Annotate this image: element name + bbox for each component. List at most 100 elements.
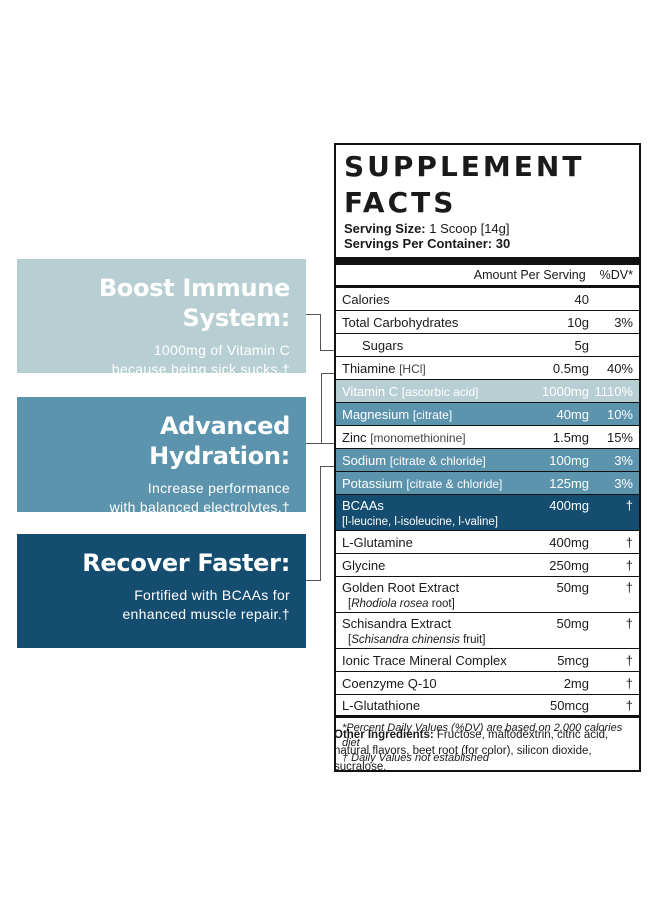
row-dv: † (625, 652, 633, 668)
row-name: Glycine (342, 557, 386, 573)
callout-title: Advanced Hydration: (149, 412, 290, 470)
row-name-text: Magnesium (342, 406, 410, 422)
serving-size: Serving Size: 1 Scoop [14g] (344, 221, 631, 236)
facts-footnote: *Percent Daily Values (%DV) are based on… (336, 718, 639, 770)
connector-line (320, 314, 321, 350)
row-sub: [citrate & chloride] (389, 453, 486, 468)
serving-size-label: Serving Size: (344, 221, 426, 236)
row-name-text: Vitamin C (342, 383, 399, 399)
row-amount: 5g (574, 337, 589, 353)
row-amount: 40mg (556, 406, 589, 422)
facts-row: Thiamine [HCl] 0.5mg 40% (336, 357, 639, 380)
row-name: Thiamine [HCl] (342, 361, 519, 376)
row-sub: [citrate] (412, 407, 453, 422)
callout-desc-line: enhanced muscle repair.† (122, 606, 290, 622)
facts-row-highlight: Magnesium [citrate] 40mg 10% (336, 403, 639, 426)
footnote-dv: *Percent Daily Values (%DV) are based on… (342, 722, 623, 749)
row-sub-italic: Rhodiola rosea (351, 598, 429, 610)
callout-desc-line: because being sick sucks.† (111, 361, 290, 377)
row-amount: 5mcg (557, 652, 589, 668)
connector-line (306, 314, 320, 315)
row-name: Calories (342, 291, 390, 307)
row-name: Zinc [monomethionine] (342, 430, 519, 445)
row-amount: 125mg (549, 475, 589, 491)
callout-title: Recover Faster: (82, 549, 290, 577)
row-name-text: Thiamine (342, 360, 396, 376)
row-sub-pre: [ (348, 634, 352, 646)
row-sub: [Rhodiola rosea root] (342, 596, 519, 612)
connector-line (321, 373, 322, 443)
callout-desc: Fortified with BCAAs for enhanced muscle… (27, 586, 290, 624)
row-amount: 0.5mg (552, 360, 589, 376)
connector-line (320, 350, 334, 351)
row-name-text: Sodium (342, 452, 387, 468)
row-amount: 100mg (549, 452, 589, 468)
callout-desc-line: with balanced electrolytes.† (109, 499, 290, 515)
facts-row: Coenzyme Q-10 2mg † (336, 672, 639, 695)
facts-row: Schisandra Extract [Schisandra chinensis… (336, 613, 639, 649)
row-sub: [citrate & chloride] (406, 476, 503, 491)
row-sub-pre: [ (348, 598, 352, 610)
row-name: Schisandra Extract [Schisandra chinensis… (342, 616, 519, 648)
facts-row: L-Glutamine 400mg † (336, 531, 639, 554)
connector-line (320, 466, 321, 581)
facts-row-highlight: Sodium [citrate & chloride] 100mg 3% (336, 449, 639, 472)
dv-column-label: %DV* (599, 268, 633, 282)
row-name: Golden Root Extract [Rhodiola rosea root… (342, 580, 519, 612)
row-sub-post: fruit] (459, 634, 486, 646)
row-amount: 250mg (549, 557, 589, 573)
callout-desc: Increase performance with balanced elect… (27, 479, 290, 517)
row-name: Sodium [citrate & chloride] (342, 453, 519, 468)
callout-hydration: Advanced Hydration: Increase performance… (17, 397, 306, 515)
servings-per-container: Servings Per Container: 30 (344, 236, 631, 251)
connector-line (306, 443, 334, 444)
callout-desc-line: 1000mg of Vitamin C (153, 342, 290, 358)
facts-title: SUPPLEMENT FACTS (344, 150, 585, 219)
row-name: Potassium [citrate & chloride] (342, 476, 519, 491)
connector-line (306, 580, 320, 581)
row-dv: † (625, 498, 633, 513)
row-amount: 50mcg (549, 697, 589, 713)
callout-recovery: Recover Faster: Fortified with BCAAs for… (17, 534, 306, 648)
row-name-text: BCAAs (342, 498, 384, 513)
row-dv: 3% (614, 452, 633, 468)
row-dv: 3% (614, 475, 633, 491)
row-sub: [Schisandra chinensis fruit] (342, 632, 519, 648)
row-name-text: Zinc (342, 429, 367, 445)
row-name-text: Golden Root Extract (342, 580, 460, 595)
connector-line (320, 466, 334, 467)
row-name-text: Schisandra Extract (342, 616, 452, 631)
other-ingredients-label: Other Ingredients: (334, 729, 434, 741)
supplement-facts-panel: SUPPLEMENT FACTS Serving Size: 1 Scoop [… (334, 143, 641, 772)
connector-line (321, 373, 334, 374)
callout-desc-line: Fortified with BCAAs for (134, 587, 290, 603)
row-name: Coenzyme Q-10 (342, 675, 437, 691)
callout-title: Boost Immune System: (98, 274, 290, 332)
row-dv: † (625, 616, 633, 631)
row-dv: † (625, 697, 633, 713)
facts-row: Calories 40 (336, 288, 639, 311)
callout-desc: 1000mg of Vitamin C because being sick s… (27, 341, 290, 379)
row-sub: [monomethionine] (370, 430, 466, 445)
facts-row-highlight: Potassium [citrate & chloride] 125mg 3% (336, 472, 639, 495)
facts-row: Zinc [monomethionine] 1.5mg 15% (336, 426, 639, 449)
row-name: Ionic Trace Mineral Complex (342, 652, 507, 668)
facts-row-highlight: BCAAs [l-leucine, l-isoleucine, l-valine]… (336, 495, 639, 531)
facts-row: Ionic Trace Mineral Complex 5mcg † (336, 649, 639, 672)
amount-column-label: Amount Per Serving (473, 268, 586, 282)
row-name-text: Potassium (342, 475, 403, 491)
row-dv: † (625, 675, 633, 691)
facts-row: Glycine 250mg † (336, 554, 639, 577)
row-amount: 400mg (549, 534, 589, 550)
servings-label: Servings Per Container: (344, 236, 493, 251)
row-name: Magnesium [citrate] (342, 407, 519, 422)
row-dv: † (625, 534, 633, 550)
row-amount: 1.5mg (552, 429, 589, 445)
row-amount: 2mg (563, 675, 589, 691)
row-amount: 50mg (556, 616, 589, 631)
row-dv: 15% (606, 429, 633, 445)
facts-row: Golden Root Extract [Rhodiola rosea root… (336, 577, 639, 613)
servings-value: 30 (495, 236, 511, 251)
row-amount: 1000mg (542, 383, 589, 399)
row-amount: 400mg (549, 498, 589, 513)
